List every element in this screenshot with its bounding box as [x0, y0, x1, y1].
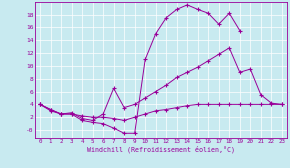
X-axis label: Windchill (Refroidissement éolien,°C): Windchill (Refroidissement éolien,°C) [87, 145, 235, 153]
